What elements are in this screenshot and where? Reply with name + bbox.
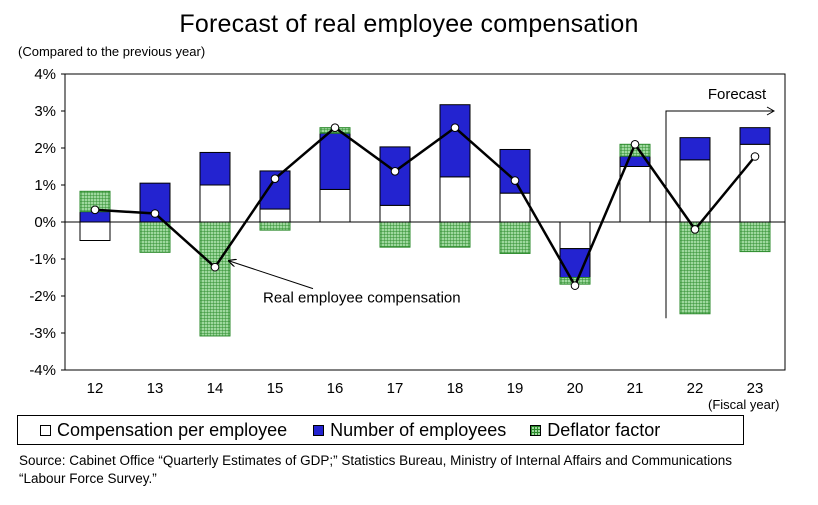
- x-axis-ticks: 12 13 14 15 16 17 18 19 20 21 22 23: [87, 380, 764, 397]
- x-tick-label: 15: [267, 380, 284, 397]
- line-point: [150, 209, 160, 218]
- legend-label-employees: Number of employees: [330, 419, 507, 440]
- y-tick-label: 4%: [34, 66, 56, 83]
- y-axis-ticks: 4% 3% 2% 1% 0% -1% -2% -3% -4%: [29, 66, 65, 379]
- bar-deflator: [739, 221, 771, 253]
- y-tick-label: 0%: [34, 214, 56, 231]
- line-callout: Real employee compensation: [229, 261, 461, 307]
- x-tick-label: 21: [627, 380, 644, 397]
- bar-employees: [439, 104, 471, 178]
- forecast-arrowhead: [766, 106, 776, 116]
- forecast-bracket: [665, 110, 773, 319]
- bar-compensation: [199, 184, 231, 223]
- line-point: [750, 152, 760, 161]
- line-point: [90, 205, 100, 215]
- callout-label: Real employee compensation: [263, 290, 461, 307]
- legend-item-deflator: Deflator factor: [530, 420, 660, 441]
- forecast-label: Forecast: [708, 86, 767, 103]
- legend-item-employees: Number of employees: [313, 420, 506, 441]
- y-tick-label: 2%: [34, 140, 56, 157]
- legend-swatch-blue: [313, 424, 325, 436]
- bar-deflator: [379, 221, 411, 248]
- x-tick-label: 20: [567, 380, 584, 397]
- x-tick-label: 19: [507, 380, 524, 397]
- line-point: [210, 262, 220, 272]
- line-point: [690, 225, 700, 234]
- bar-compensation: [619, 166, 651, 223]
- bar-deflator: [199, 221, 231, 337]
- bar-compensation: [439, 176, 471, 223]
- line-point: [270, 174, 280, 184]
- x-tick-label: 22: [687, 380, 704, 397]
- x-tick-label: 14: [207, 380, 224, 397]
- real-compensation-line: [90, 123, 760, 290]
- bar-employees: [319, 132, 351, 190]
- bar-compensation: [259, 208, 291, 223]
- bar-employees: [679, 137, 711, 161]
- forecast-annotation: Forecast: [665, 86, 776, 319]
- y-tick-label: 1%: [34, 177, 56, 194]
- bar-deflator: [259, 221, 291, 231]
- source-note: Source: Cabinet Office “Quarterly Estima…: [19, 453, 733, 486]
- y-axis-label: (Compared to the previous year): [18, 44, 206, 59]
- bar-employees: [739, 127, 771, 145]
- x-axis-unit: (Fiscal year): [708, 397, 780, 412]
- x-tick-label: 13: [147, 380, 164, 397]
- line-point: [630, 140, 640, 149]
- line-point: [390, 167, 400, 176]
- bar-deflator: [499, 221, 531, 254]
- bar-deflator: [139, 221, 171, 253]
- line-point: [330, 123, 340, 132]
- callout-arrow: [229, 261, 314, 290]
- bar-compensation: [559, 221, 591, 250]
- y-tick-label: -2%: [29, 288, 56, 305]
- x-tick-label: 18: [447, 380, 464, 397]
- legend-item-compensation: Compensation per employee: [40, 420, 287, 441]
- bar-employees: [379, 146, 411, 206]
- x-tick-label: 16: [327, 380, 344, 397]
- legend-label-compensation: Compensation per employee: [57, 419, 288, 440]
- legend-swatch-white: [40, 424, 51, 436]
- bar-employees: [199, 151, 231, 186]
- legend-label-deflator: Deflator factor: [547, 419, 661, 440]
- series-line: [94, 126, 756, 289]
- line-point: [570, 281, 580, 290]
- y-tick-label: 3%: [34, 103, 56, 120]
- bar-deflator: [679, 221, 711, 315]
- x-tick-label: 17: [387, 380, 404, 397]
- chart-title: Forecast of real employee compensation: [179, 10, 639, 38]
- x-tick-label: 23: [747, 380, 764, 397]
- legend-swatch-green: [530, 424, 542, 436]
- bar-compensation: [319, 188, 351, 223]
- y-tick-label: -3%: [29, 325, 56, 342]
- bar-compensation: [79, 221, 111, 241]
- y-tick-label: -4%: [29, 362, 56, 379]
- bar-compensation: [379, 204, 411, 223]
- x-tick-label: 12: [87, 380, 104, 397]
- line-point: [450, 123, 460, 132]
- bar-deflator: [439, 221, 471, 248]
- y-tick-label: -1%: [29, 251, 56, 268]
- legend: Compensation per employee Number of empl…: [17, 415, 744, 445]
- line-point: [510, 176, 520, 185]
